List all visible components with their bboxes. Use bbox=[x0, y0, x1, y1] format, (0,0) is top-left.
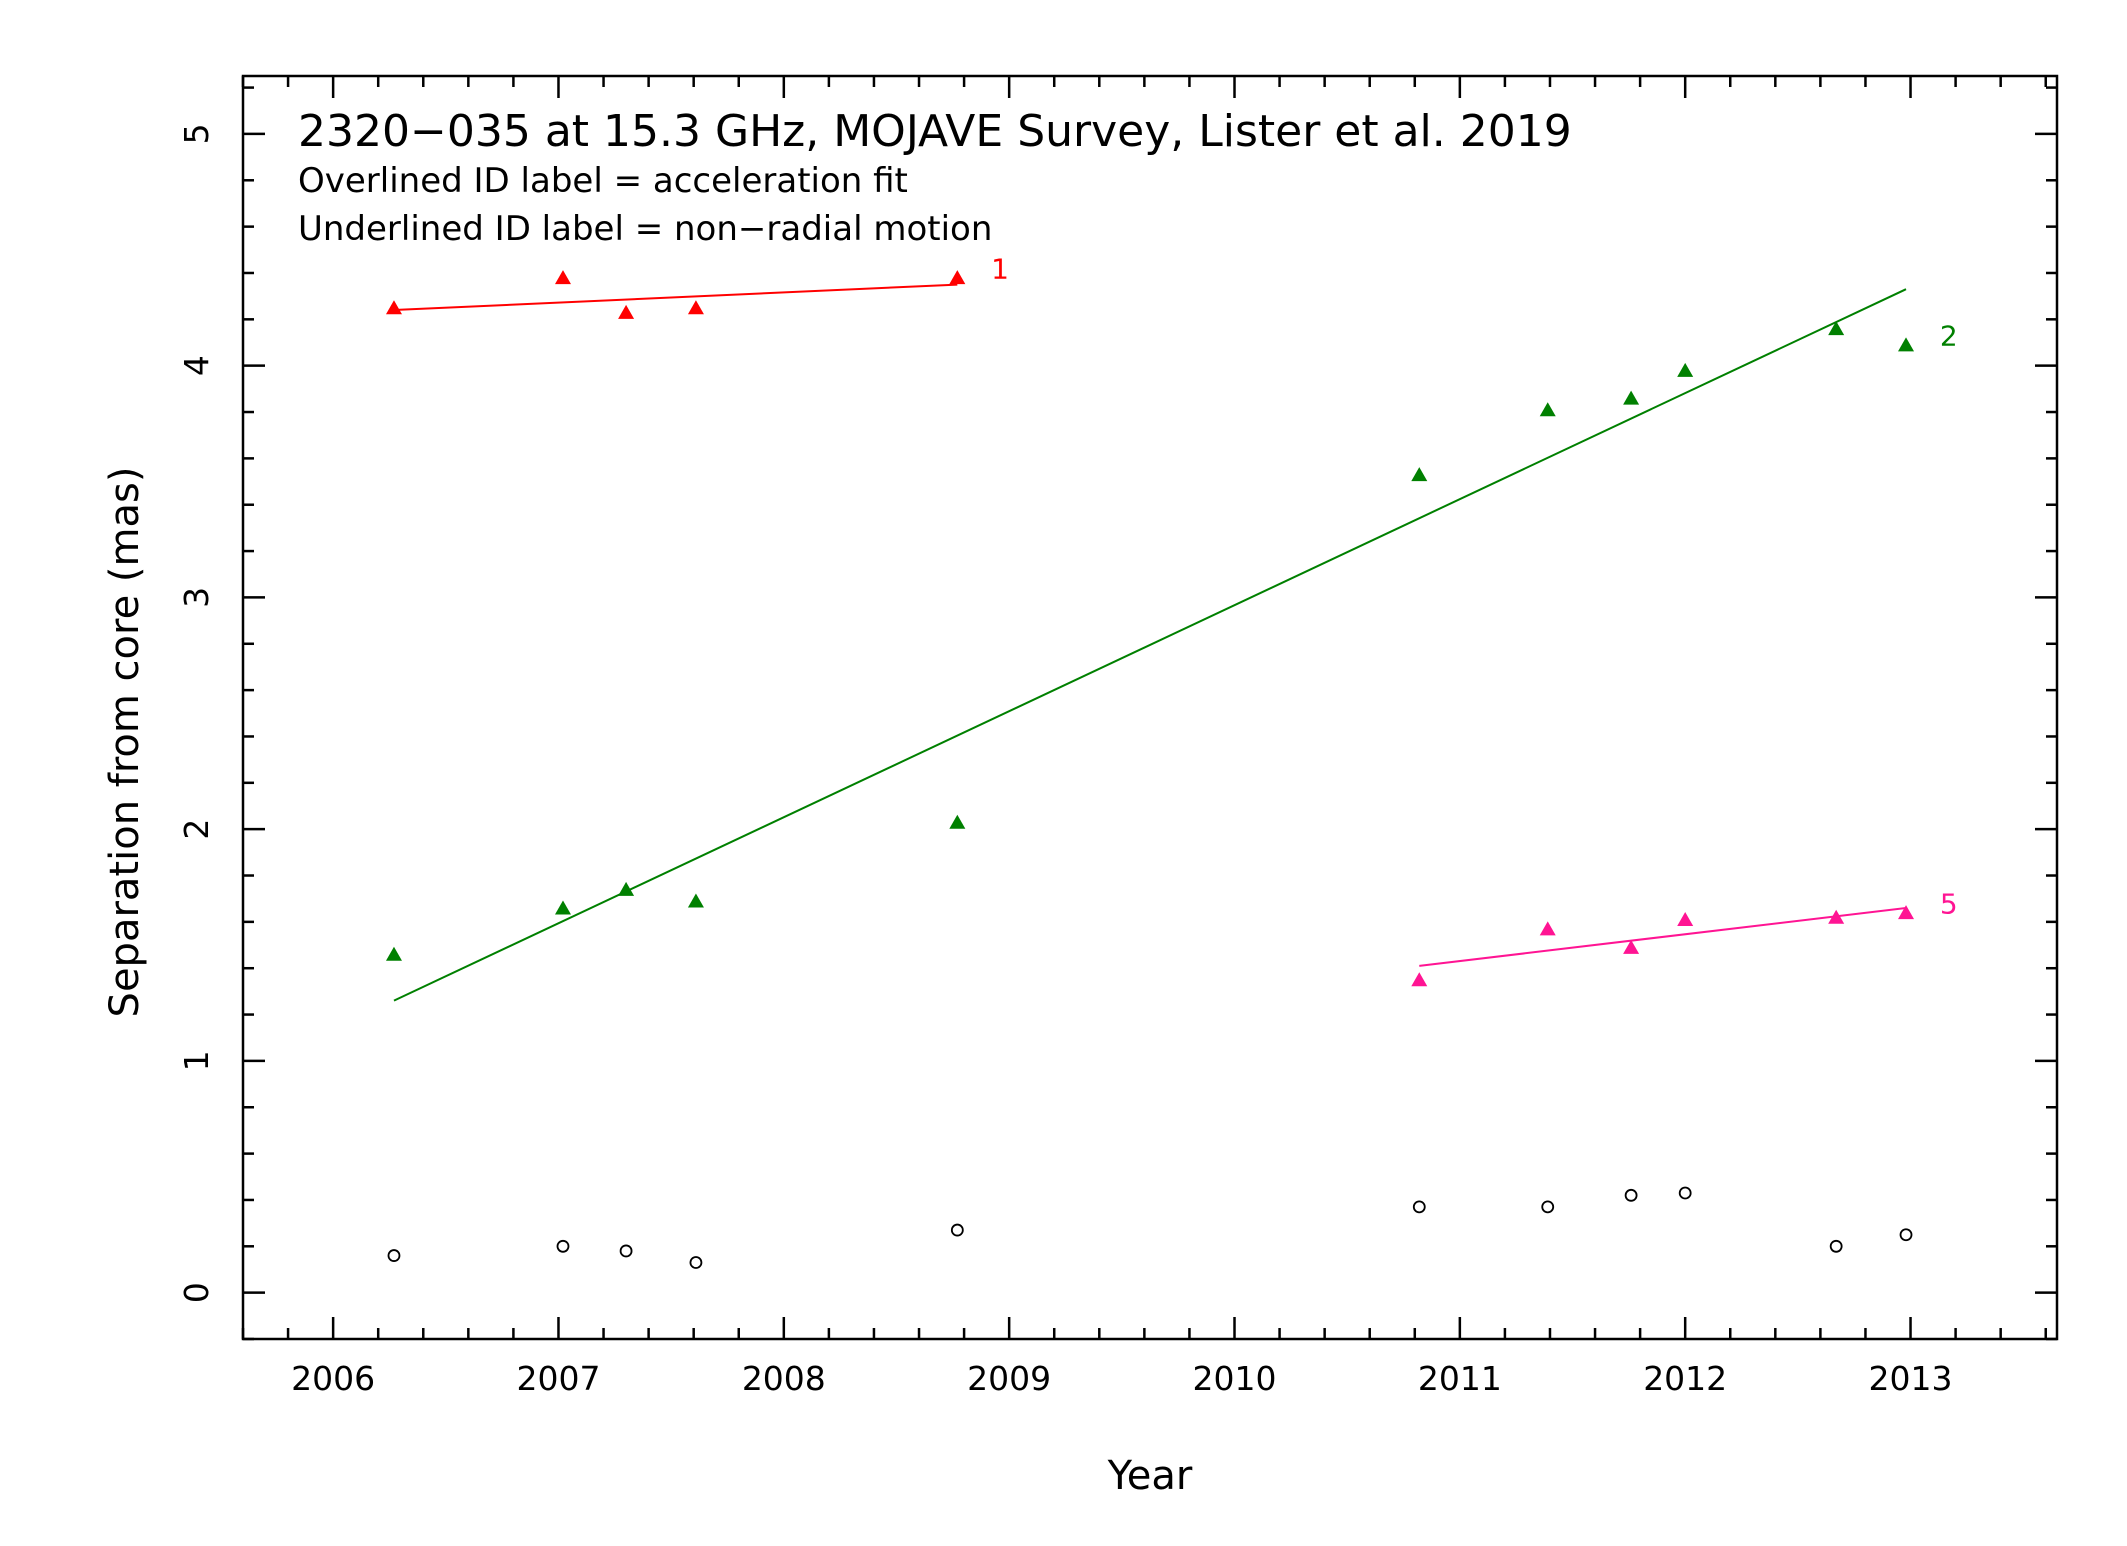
data-point bbox=[619, 1244, 633, 1258]
data-point bbox=[1411, 467, 1428, 482]
fit-line bbox=[393, 283, 958, 312]
data-point bbox=[1678, 1186, 1692, 1200]
series-label: 5 bbox=[1940, 887, 1958, 920]
x-tick-label: 2006 bbox=[291, 1359, 375, 1398]
data-point bbox=[1411, 972, 1428, 987]
data-point bbox=[1899, 1228, 1913, 1242]
data-point bbox=[385, 946, 402, 961]
y-axis-title: Separation from core (mas) bbox=[102, 467, 148, 1018]
y-tick-label: 3 bbox=[177, 587, 216, 608]
y-tick-label: 5 bbox=[177, 123, 216, 144]
data-point bbox=[1898, 337, 1915, 352]
series-1: 1 bbox=[385, 252, 1009, 319]
y-tick-label: 1 bbox=[177, 1050, 216, 1071]
data-point bbox=[1412, 1200, 1426, 1214]
series-layer: 1 2 5 bbox=[385, 252, 1958, 1269]
data-point bbox=[1677, 912, 1694, 927]
y-tick-label: 0 bbox=[177, 1282, 216, 1303]
series-2: 2 bbox=[385, 288, 1958, 1002]
x-tick-label: 2010 bbox=[1193, 1359, 1277, 1398]
data-point bbox=[556, 1239, 570, 1253]
x-tick-label: 2013 bbox=[1869, 1359, 1953, 1398]
data-point bbox=[618, 881, 635, 896]
data-point bbox=[387, 1249, 401, 1262]
data-point bbox=[1828, 321, 1845, 336]
data-point bbox=[1541, 1200, 1555, 1214]
x-tick-label: 2007 bbox=[516, 1359, 600, 1398]
data-point bbox=[950, 1223, 964, 1237]
axis-tick-labels: 2006 2007 2008 2009 2010 2011 2012 2013 0 1 2 3 4 5 bbox=[177, 123, 1953, 1398]
data-point bbox=[1623, 390, 1640, 405]
x-tick-label: 2011 bbox=[1418, 1359, 1502, 1398]
x-axis-title: Year bbox=[1107, 1453, 1193, 1499]
plot-frame bbox=[241, 74, 2059, 1341]
chart-subtitle-line-1: Overlined ID label = acceleration fit bbox=[298, 161, 908, 201]
data-point bbox=[1828, 909, 1845, 924]
series-core bbox=[387, 1186, 1913, 1269]
series-label: 2 bbox=[1940, 320, 1958, 353]
x-tick-label: 2012 bbox=[1643, 1359, 1727, 1398]
fit-line bbox=[393, 288, 1907, 1002]
chart-title: 2320−035 at 15.3 GHz, MOJAVE Survey, Lis… bbox=[298, 106, 1572, 157]
data-point bbox=[385, 300, 402, 315]
data-point bbox=[949, 814, 966, 829]
y-tick-label: 2 bbox=[177, 819, 216, 840]
data-point bbox=[618, 304, 635, 319]
series-5: 5 bbox=[1411, 887, 1958, 987]
chart-subtitle-line-2: Underlined ID label = non−radial motion bbox=[298, 209, 992, 249]
data-point bbox=[949, 270, 966, 285]
data-point bbox=[1829, 1239, 1843, 1253]
x-tick-label: 2008 bbox=[742, 1359, 826, 1398]
axis-ticks bbox=[241, 76, 2057, 1341]
data-point bbox=[1623, 939, 1640, 954]
data-point bbox=[1624, 1188, 1638, 1202]
data-point bbox=[554, 900, 571, 915]
data-point bbox=[554, 270, 571, 285]
data-point bbox=[687, 893, 704, 908]
data-point bbox=[687, 300, 704, 315]
y-tick-label: 4 bbox=[177, 355, 216, 376]
x-tick-label: 2009 bbox=[967, 1359, 1051, 1398]
data-point bbox=[689, 1256, 703, 1269]
data-point bbox=[1539, 921, 1556, 936]
series-label: 1 bbox=[991, 252, 1009, 285]
fit-line bbox=[1419, 906, 1907, 967]
data-point bbox=[1898, 905, 1915, 920]
data-point bbox=[1677, 362, 1694, 377]
data-point bbox=[1539, 402, 1556, 417]
